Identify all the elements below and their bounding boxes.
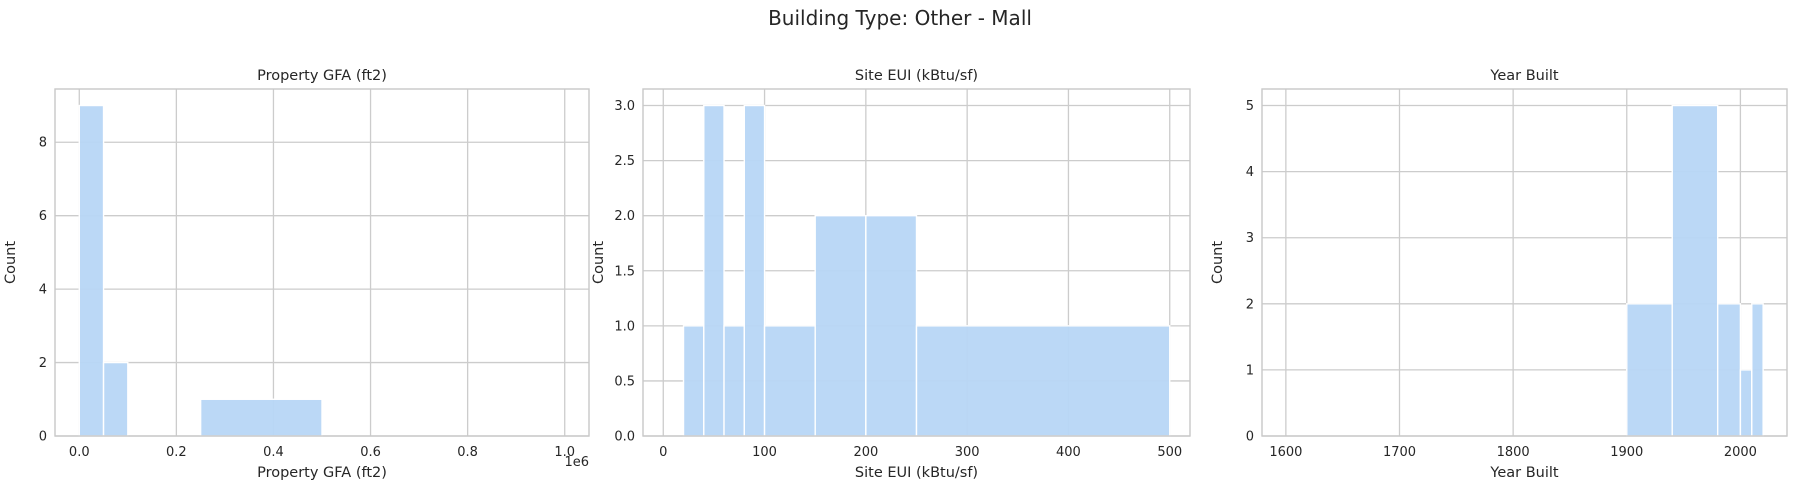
histogram-bar — [915, 325, 1171, 437]
histogram-bar — [703, 104, 725, 437]
x-tick-label: 100 — [752, 445, 777, 460]
x-tick-label: 0.2 — [166, 445, 187, 460]
axes-frame — [642, 88, 1191, 437]
subplot-title: Year Built — [1489, 68, 1559, 84]
subplot-year-built: 1600 1700 1800 1900 2000 0 1 2 3 4 5 Year Built Year… — [1210, 68, 1788, 481]
histogram-bar — [1671, 104, 1719, 437]
y-tick-label: 5 — [1246, 99, 1254, 114]
x-tick-label: 0.6 — [360, 445, 381, 460]
histogram-bar — [865, 214, 918, 437]
histogram-bar — [199, 398, 323, 437]
y-axis-label: Count — [3, 241, 19, 284]
y-tick-label: 2.5 — [614, 154, 635, 169]
y-tick-label: 4 — [1246, 165, 1254, 180]
histogram-bar — [1751, 303, 1764, 437]
histogram-bar — [682, 325, 705, 437]
x-tick-label: 1900 — [1610, 445, 1643, 460]
x-tick-label: 500 — [1157, 445, 1182, 460]
x-tick-label: 0.0 — [69, 445, 90, 460]
y-tick-label: 0.5 — [614, 374, 635, 389]
y-tick-label: 1.5 — [614, 264, 635, 279]
axes-frame — [1261, 88, 1788, 437]
x-tick-label: 2000 — [1724, 445, 1757, 460]
y-axis-label: Count — [591, 241, 607, 284]
histogram-bar — [102, 361, 129, 437]
x-tick-label: 200 — [853, 445, 878, 460]
histogram-bar — [763, 325, 816, 437]
x-tick-label: 400 — [1056, 445, 1081, 460]
y-tick-label: 0 — [39, 430, 47, 445]
histogram-bar — [723, 325, 745, 437]
x-tick-label: 0.4 — [263, 445, 284, 460]
y-tick-label: 1 — [1246, 363, 1254, 378]
x-tick-label: 300 — [955, 445, 980, 460]
histogram-bar — [814, 214, 867, 437]
y-tick-label: 8 — [39, 136, 47, 151]
histogram-bar — [743, 104, 766, 437]
figure-title: Building Type: Other - Mall — [768, 6, 1032, 30]
y-tick-label: 0 — [1246, 430, 1254, 445]
y-tick-label: 6 — [39, 209, 47, 224]
y-tick-label: 2.0 — [614, 209, 635, 224]
y-axis-label: Count — [1210, 241, 1226, 284]
y-tick-label: 2 — [1246, 297, 1254, 312]
histogram-bar — [1716, 303, 1742, 437]
x-tick-label: 0 — [659, 445, 667, 460]
histogram-bar — [1739, 369, 1753, 437]
subplot-title: Property GFA (ft2) — [257, 68, 387, 84]
histogram-bar — [1626, 303, 1673, 437]
x-tick-label: 1.0 — [554, 445, 575, 460]
y-tick-label: 1.0 — [614, 319, 635, 334]
x-axis-label: Site EUI (kBtu/sf) — [855, 465, 978, 481]
x-tick-label: 1700 — [1383, 445, 1416, 460]
y-tick-label: 2 — [39, 356, 47, 371]
x-tick-label: 1600 — [1269, 445, 1302, 460]
y-tick-label: 4 — [39, 283, 47, 298]
axes-frame — [54, 88, 590, 437]
x-axis-label: Year Built — [1489, 465, 1559, 481]
y-tick-label: 3 — [1246, 231, 1254, 246]
x-axis-label: Property GFA (ft2) — [257, 465, 387, 481]
axis-offset-label: 1e6 — [564, 455, 589, 470]
x-tick-label: 0.8 — [457, 445, 478, 460]
y-tick-label: 3.0 — [614, 99, 635, 114]
subplot-property-gfa: 0.0 0.2 0.4 0.6 0.8 1.0 0 2 4 6 8 Property GFA (ft2… — [3, 68, 590, 481]
histogram-bar — [78, 104, 105, 437]
subplot-title: Site EUI (kBtu/sf) — [855, 68, 978, 84]
x-tick-label: 1800 — [1497, 445, 1530, 460]
y-tick-label: 0.0 — [614, 430, 635, 445]
subplot-site-eui: 0 100 200 300 400 500 0.0 0.5 1.0 1.5 2.0 2.5 3.0 Sit… — [591, 68, 1191, 481]
